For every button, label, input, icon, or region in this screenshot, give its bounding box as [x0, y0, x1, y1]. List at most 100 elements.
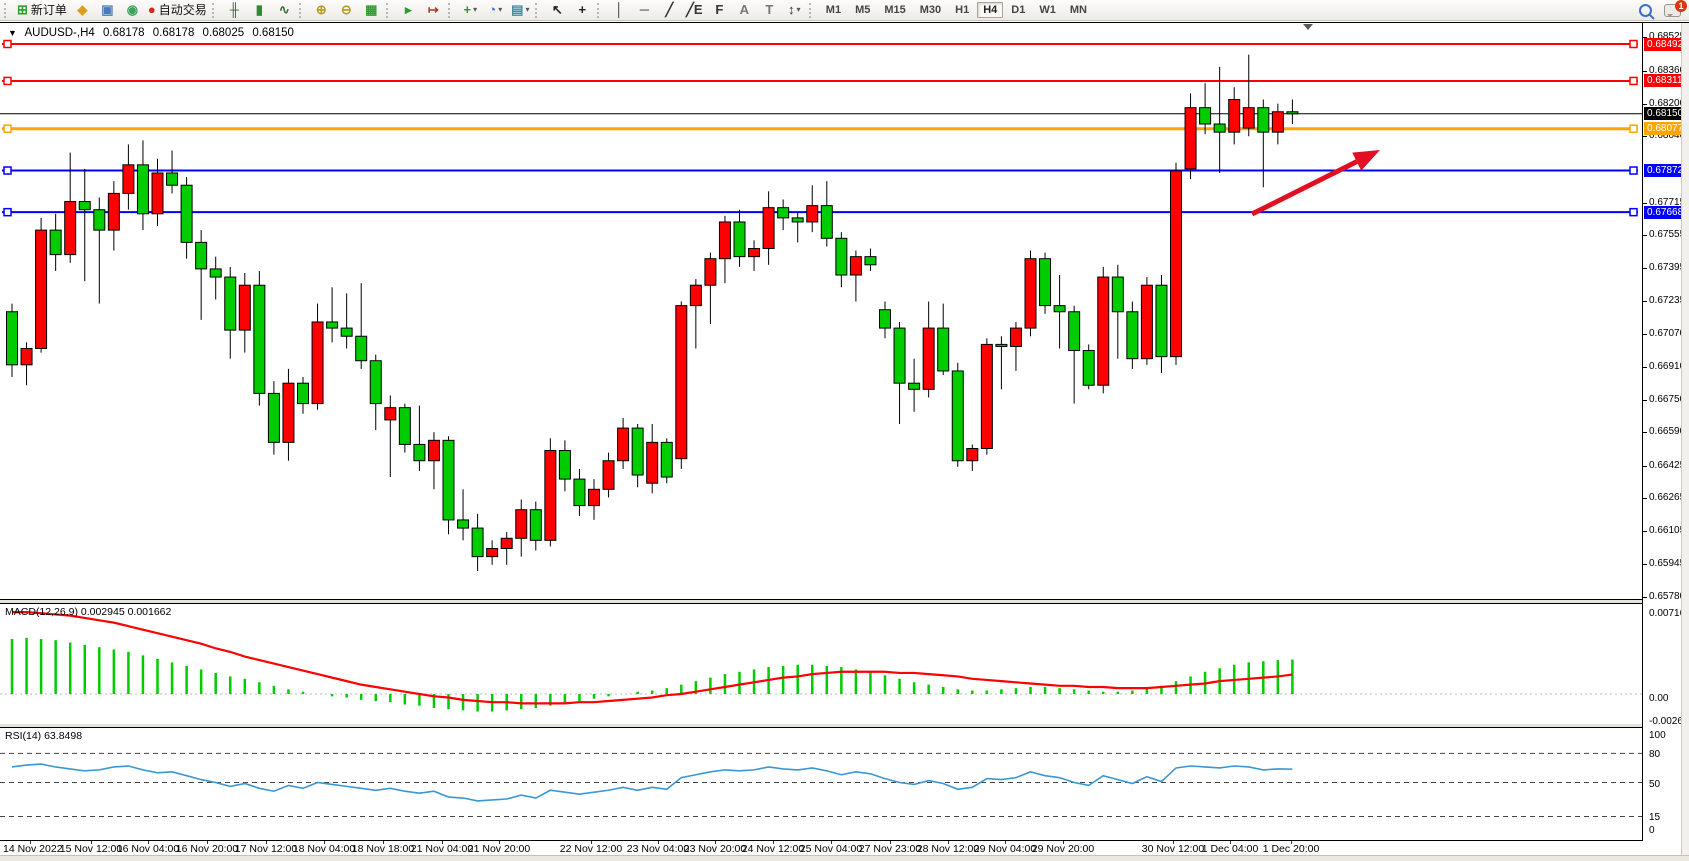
panel-splitter[interactable]: [0, 724, 1642, 727]
main-chart-plot[interactable]: ▼ AUDUSD-,H4 0.68178 0.68178 0.68025 0.6…: [0, 23, 1642, 600]
chat-icon[interactable]: 1: [1664, 0, 1687, 17]
crosshair-icon: +: [578, 2, 587, 17]
zoom-out-button[interactable]: ⊖: [335, 1, 358, 19]
dropdown-arrow-icon[interactable]: ▾: [498, 5, 503, 14]
chart-window: ▼ AUDUSD-,H4 0.68178 0.68178 0.68025 0.6…: [0, 22, 1689, 861]
time-axis-label: 21 Nov 20:00: [467, 843, 531, 855]
trend-arrow-annotation[interactable]: [1250, 150, 1380, 217]
line-handle: [1629, 39, 1638, 49]
time-axis-label: 18 Nov 18:00: [351, 843, 415, 855]
time-tick-mark: [773, 841, 774, 844]
axis-tick-mark: [1643, 300, 1647, 302]
line-price-label: 0.68077: [1644, 122, 1686, 136]
cursor-button[interactable]: ↖: [546, 1, 569, 19]
resistance-line-1[interactable]: [2, 39, 1638, 49]
line-price-label: 0.68311: [1644, 74, 1686, 88]
tile-windows-button[interactable]: ▦: [360, 1, 383, 19]
timeframe-d1-button[interactable]: D1: [1011, 4, 1026, 16]
toolbar: ⊞ 新订单 ◆ ▣ ◉ ● 自动交易 ╫ ▮ ∿ ⊕ ⊖ ▦ ▸ ↦ + ▾ ◔ ▾ ▤ ▾ ↖ + │ ─ ╱ ╱E F A T ↕ ▾ M1…: [0, 0, 1689, 21]
rsi-panel[interactable]: RSI(14) 63.8498: [0, 727, 1642, 841]
new-order-button-label: 新订单: [30, 3, 67, 17]
support-line-1[interactable]: [2, 166, 1638, 175]
support-line-2[interactable]: [2, 207, 1638, 217]
periods-button[interactable]: ◔ ▾: [484, 1, 507, 19]
dropdown-arrow-icon[interactable]: ▾: [525, 5, 530, 14]
rsi-line: [11, 763, 1293, 802]
timeframe-h4-button[interactable]: H4: [977, 2, 1004, 18]
time-tick-mark: [890, 841, 891, 844]
timeframe-w1-button[interactable]: W1: [1039, 4, 1056, 16]
arrows-icon: ↕: [788, 2, 795, 17]
time-axis-label: 16 Nov 20:00: [175, 843, 239, 855]
axis-tick-mark: [1643, 235, 1647, 237]
navigator-button[interactable]: ▣: [96, 1, 119, 19]
axis-tick-mark: [1643, 70, 1647, 72]
axis-tick-mark: [1643, 465, 1647, 467]
panel-splitter[interactable]: [0, 600, 1642, 603]
rsi-scale-label: 50: [1649, 778, 1661, 790]
price-tick-label: 0.68200: [1649, 97, 1686, 109]
macd-panel[interactable]: MACD(12,26,9) 0.002945 0.001662: [0, 603, 1642, 724]
bar-chart-button[interactable]: ╫: [223, 1, 246, 19]
time-axis-label: 15 Nov 12:00: [59, 843, 123, 855]
zoom-in-button[interactable]: ⊕: [310, 1, 333, 19]
toolbar-grip: [211, 2, 218, 18]
trendline-button[interactable]: ╱: [658, 1, 681, 19]
axis-tick-mark: [1643, 136, 1647, 138]
vertical-line-button[interactable]: │: [608, 1, 631, 19]
text-label-button[interactable]: T: [758, 1, 781, 19]
orange-level-line[interactable]: [2, 124, 1638, 133]
line-handle: [3, 76, 12, 86]
notification-badge: 1: [1675, 0, 1687, 12]
time-axis-label: 18 Nov 04:00: [292, 843, 356, 855]
timeframe-h1-button[interactable]: H1: [955, 4, 970, 16]
autotrading-button[interactable]: ● 自动交易: [146, 1, 209, 19]
timeframe-mn-button[interactable]: MN: [1069, 4, 1087, 16]
channel-button[interactable]: ╱E: [683, 1, 706, 19]
resistance-line-2[interactable]: [2, 76, 1638, 86]
chart-shift-marker[interactable]: [1303, 24, 1313, 35]
timeframe-m30-button[interactable]: M30: [919, 4, 942, 16]
time-tick-mark: [383, 841, 384, 844]
line-chart-button[interactable]: ∿: [273, 1, 296, 19]
search-icon[interactable]: [1639, 3, 1652, 17]
indicators-button[interactable]: + ▾: [459, 1, 482, 19]
chart-shift-button[interactable]: ↦: [422, 1, 445, 19]
time-tick-mark: [658, 841, 659, 844]
new-order-button[interactable]: ⊞ 新订单: [15, 1, 69, 19]
time-axis-label: 1 Dec 04:00: [1201, 843, 1259, 855]
arrows-button[interactable]: ↕ ▾: [783, 1, 806, 19]
horizontal-line-button[interactable]: ─: [633, 1, 656, 19]
timeframe-m15-button[interactable]: M15: [884, 4, 906, 16]
rsi-label: RSI(14) 63.8498: [5, 730, 83, 742]
tile-windows-icon: ▦: [365, 2, 378, 17]
dropdown-arrow-icon[interactable]: ▾: [473, 5, 478, 14]
candlestick-button[interactable]: ▮: [248, 1, 271, 19]
timeframe-m5-button[interactable]: M5: [855, 4, 871, 16]
macd-histogram: [10, 637, 1294, 712]
market-watch-button[interactable]: ◆: [71, 1, 94, 19]
time-axis-label: 21 Nov 04:00: [410, 843, 474, 855]
time-axis-label: 14 Nov 2022: [3, 843, 63, 855]
chevron-down-icon[interactable]: ▼: [8, 28, 17, 38]
signal-button[interactable]: ◉: [121, 1, 144, 19]
axis-tick-mark: [1643, 103, 1647, 105]
price-tick-label: 0.66425: [1649, 459, 1686, 471]
text-button[interactable]: A: [733, 1, 756, 19]
close-value: 0.68150: [252, 27, 294, 39]
text-label-icon: T: [765, 2, 774, 17]
timeframe-m1-button[interactable]: M1: [825, 4, 842, 16]
time-tick-mark: [499, 841, 500, 844]
price-tick-label: 0.67070: [1649, 328, 1686, 340]
auto-scroll-button[interactable]: ▸: [397, 1, 420, 19]
clock-icon: ◔: [488, 2, 497, 17]
time-tick-mark: [1005, 841, 1006, 844]
toolbar-grip: [534, 2, 541, 18]
templates-button[interactable]: ▤ ▾: [509, 1, 532, 19]
crosshair-button[interactable]: +: [571, 1, 594, 19]
fibonacci-button[interactable]: F: [708, 1, 731, 19]
time-axis-label: 22 Nov 12:00: [559, 843, 623, 855]
time-axis[interactable]: 14 Nov 2022 15 Nov 12:00 16 Nov 04:00 16 No…: [0, 841, 1642, 855]
price-tick-label: 0.68360: [1649, 64, 1686, 76]
dropdown-arrow-icon[interactable]: ▾: [796, 5, 801, 14]
